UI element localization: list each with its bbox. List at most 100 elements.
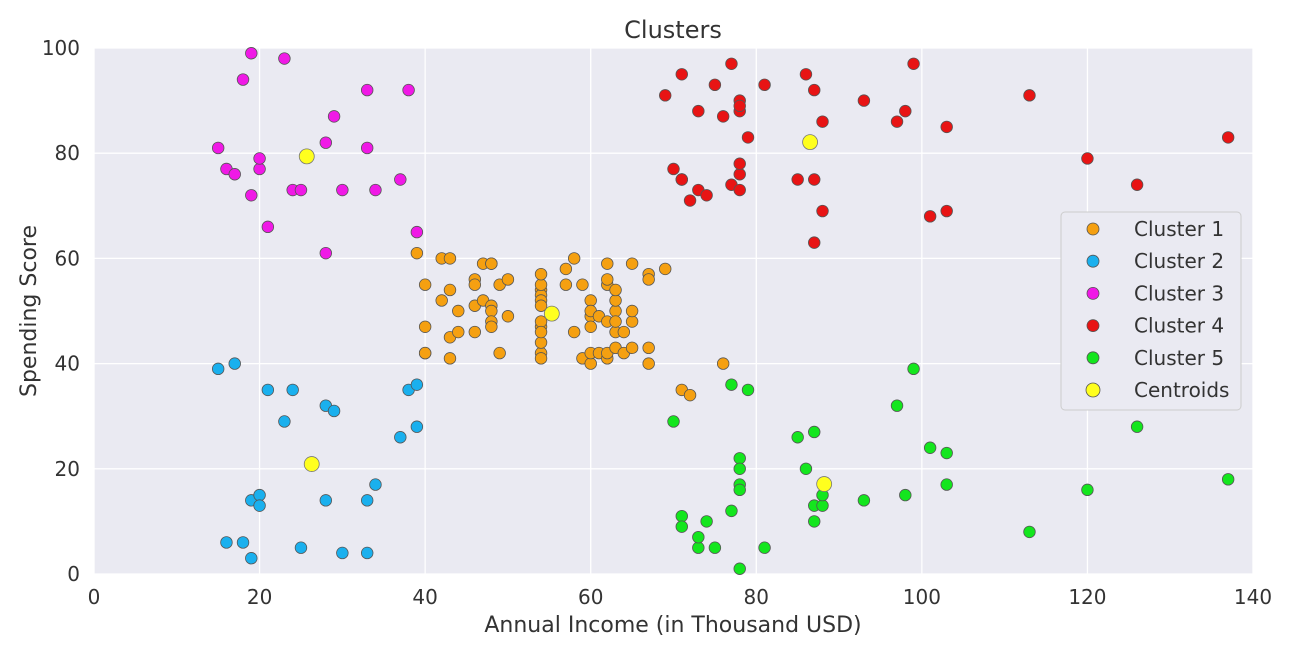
- cluster-3-point: [402, 83, 415, 97]
- cluster-1-point: [576, 278, 589, 291]
- cluster-4-point: [758, 78, 771, 92]
- cluster-4-point: [899, 104, 912, 118]
- x-tick-label: 120: [1068, 585, 1106, 609]
- cluster-4-point: [791, 173, 804, 186]
- cluster-5-point: [675, 509, 688, 523]
- cluster-2-point: [220, 536, 233, 549]
- cluster-1-point: [468, 278, 482, 291]
- centroids-point: [802, 134, 818, 151]
- cluster-5-point: [667, 415, 680, 428]
- x-axis-label: Annual Income (in Thousand USD): [484, 613, 861, 638]
- cluster-3-point: [294, 183, 308, 197]
- legend-label-cluster-2: Cluster 2: [1134, 249, 1224, 273]
- legend-label-cluster-4: Cluster 4: [1134, 314, 1224, 338]
- cluster-3-point: [360, 141, 374, 155]
- cluster-4-point: [816, 115, 829, 128]
- x-tick-label: 0: [88, 585, 101, 609]
- cluster-5-point: [808, 425, 821, 439]
- cluster-1-point: [559, 262, 573, 276]
- legend-marker-centroids: [1085, 382, 1101, 398]
- cluster-2-point: [253, 488, 266, 502]
- cluster-4-point: [733, 168, 746, 181]
- x-tick-label: 40: [412, 585, 437, 609]
- cluster-4-point: [659, 89, 672, 102]
- cluster-1-point: [534, 267, 548, 281]
- cluster-2-point: [394, 431, 407, 444]
- cluster-5-point: [741, 383, 755, 397]
- cluster-5-point: [923, 441, 937, 454]
- cluster-1-point: [534, 325, 548, 339]
- cluster-1-point: [443, 283, 457, 297]
- cluster-1-point: [501, 310, 515, 323]
- cluster-4-point: [700, 189, 713, 202]
- cluster-3-point: [236, 73, 250, 86]
- cluster-2-point: [327, 404, 341, 418]
- cluster-5-point: [733, 483, 746, 497]
- cluster-4-point: [799, 68, 813, 81]
- cluster-2-point: [294, 541, 308, 554]
- cluster-4-point: [716, 110, 730, 123]
- cluster-1-point: [625, 341, 639, 355]
- cluster-4-point: [816, 204, 829, 218]
- x-tick-label: 20: [247, 585, 272, 609]
- cluster-5-point: [791, 431, 804, 444]
- cluster-2-point: [278, 415, 291, 428]
- cluster-3-point: [327, 110, 341, 123]
- centroids-point: [298, 148, 315, 165]
- cluster-1-point: [601, 257, 614, 270]
- cluster-1-point: [625, 304, 639, 318]
- cluster-1-point: [567, 325, 581, 339]
- cluster-1-point: [609, 294, 622, 307]
- cluster-1-point: [485, 304, 498, 318]
- cluster-5-point: [733, 462, 746, 476]
- cluster-4-point: [808, 83, 821, 97]
- cluster-1-point: [485, 320, 498, 333]
- cluster-2-point: [319, 494, 333, 507]
- cluster-1-point: [534, 336, 548, 349]
- cluster-3-point: [278, 52, 291, 65]
- cluster-4-point: [675, 173, 688, 186]
- y-tick-label: 80: [55, 141, 80, 165]
- cluster-3-point: [336, 183, 349, 197]
- cluster-1-point: [559, 278, 573, 291]
- cluster-2-point: [236, 536, 250, 549]
- cluster-1-point: [418, 320, 432, 333]
- cluster-1-point: [601, 273, 614, 286]
- cluster-1-point: [452, 325, 465, 339]
- x-tick-label: 80: [744, 585, 769, 609]
- x-tick-label: 60: [578, 585, 603, 609]
- cluster-1-point: [584, 294, 597, 307]
- cluster-1-point: [642, 357, 655, 370]
- legend-marker-cluster-3: [1086, 286, 1100, 300]
- cluster-4-point: [808, 173, 821, 186]
- cluster-1-point: [443, 252, 457, 265]
- cluster-5-point: [708, 541, 722, 554]
- cluster-1-point: [716, 357, 730, 370]
- y-tick-label: 100: [42, 36, 80, 60]
- cluster-3-point: [245, 47, 258, 60]
- cluster-4-point: [733, 99, 746, 113]
- cluster-1-point: [659, 262, 672, 276]
- y-tick-label: 20: [55, 457, 80, 481]
- cluster-5-point: [758, 541, 771, 554]
- cluster-5-point: [692, 530, 705, 544]
- chart-title: Clusters: [624, 16, 722, 44]
- cluster-4-point: [940, 204, 953, 218]
- cluster-3-point: [211, 141, 225, 155]
- cluster-5-point: [816, 499, 829, 512]
- cluster-4-point: [683, 194, 697, 207]
- y-axis-label: Spending Score: [17, 225, 42, 397]
- cluster-4-point: [733, 183, 746, 197]
- cluster-4-point: [675, 68, 688, 81]
- legend: Cluster 1 Cluster 2 Cluster 3 Cluster 4 Clus…: [1060, 211, 1242, 411]
- y-tick-label: 0: [67, 562, 80, 586]
- legend-label-centroids: Centroids: [1134, 378, 1229, 402]
- cluster-3-point: [360, 83, 374, 97]
- legend-label-cluster-3: Cluster 3: [1134, 281, 1224, 305]
- cluster-4-point: [1130, 178, 1144, 191]
- cluster-5-point: [1081, 483, 1094, 497]
- grid-lines: [93, 47, 1254, 575]
- cluster-3-point: [319, 246, 333, 260]
- cluster-2-point: [336, 546, 349, 560]
